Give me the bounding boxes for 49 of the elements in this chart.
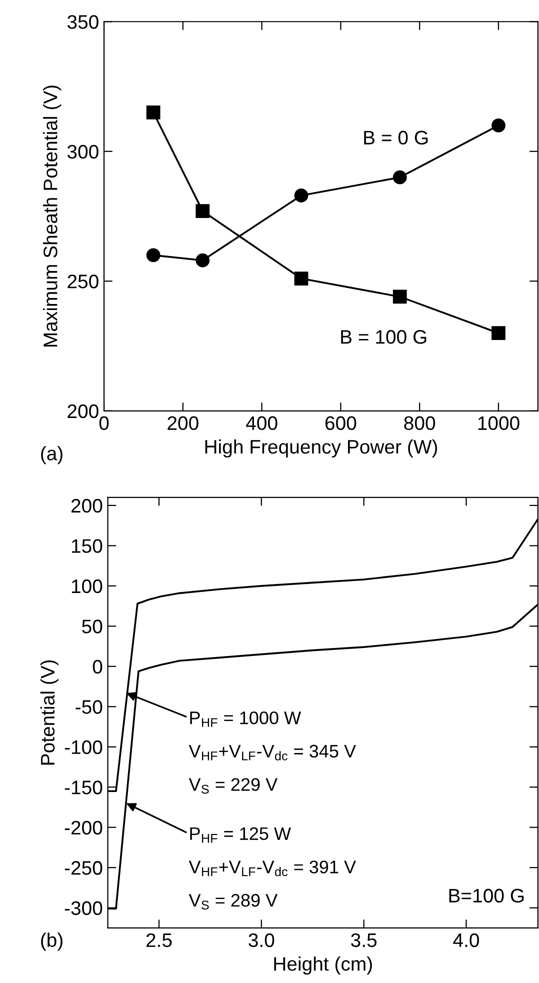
y-tick-label: 200 [71, 498, 102, 513]
y-tick-label: 0 [92, 660, 102, 674]
y-tick-label: -300 [64, 901, 102, 916]
point [392, 290, 407, 304]
y-tick-label: 350 [67, 15, 98, 29]
point [146, 106, 160, 120]
point [294, 272, 308, 286]
series-label: B = 100 G [341, 330, 426, 344]
y-tick-label: -100 [64, 740, 102, 754]
series-label: B = 0 G [364, 130, 428, 145]
x-axis-title: Height (cm) [274, 956, 372, 975]
annotation: P$_{HF}$ = 125 W [190, 827, 291, 843]
y-tick-label: 100 [72, 579, 102, 594]
point [146, 248, 160, 262]
x-tick-label: 4.0 [453, 933, 479, 948]
annotation: V$_{S}$ = 229 V [188, 778, 278, 794]
point [492, 326, 506, 340]
point [492, 118, 506, 132]
x-axis-title: High Frequency Power (W) [205, 439, 438, 458]
text: (b) [41, 932, 62, 951]
y-tick-label: -200 [64, 820, 102, 835]
x-tick-label: 3.5 [351, 933, 377, 948]
point [294, 188, 308, 202]
text: (a) [41, 446, 62, 464]
x-tick-label: 800 [404, 416, 436, 430]
x-tick-label: 1000 [478, 416, 520, 430]
y-axis-title: Potential (V) [40, 660, 58, 765]
y-tick-label: -250 [64, 861, 102, 875]
annotation: B=100 G [449, 888, 524, 903]
x-tick-label: 2.5 [146, 933, 172, 948]
y-tick-label: -150 [64, 780, 102, 794]
annotation: V$_{S}$ = 289 V [188, 894, 278, 910]
annotation: V$_{HF}$+V$_{LF}$-V$_{dc}$ = 345 V [188, 744, 356, 760]
annotation: P$_{HF}$ = 1000 W [190, 711, 302, 727]
y-tick-label: -50 [76, 700, 102, 714]
x-tick-label: 600 [325, 416, 356, 430]
x-tick-label: 200 [168, 416, 198, 430]
y-tick-label: 200 [68, 404, 98, 418]
y-axis-title: Maximum Sheath Potential (V) [43, 86, 62, 346]
x-tick-label: 400 [246, 416, 278, 430]
x-tick-label: 3.0 [248, 933, 274, 948]
point [196, 204, 210, 218]
annotation: V$_{HF}$+V$_{LF}$-V$_{dc}$ = 391 V [188, 860, 356, 876]
y-tick-label: 50 [82, 620, 102, 634]
point [196, 253, 210, 268]
y-tick-label: 250 [68, 274, 98, 288]
y-tick-label: 150 [72, 539, 102, 553]
point [392, 170, 407, 184]
y-tick-label: 300 [67, 144, 98, 159]
